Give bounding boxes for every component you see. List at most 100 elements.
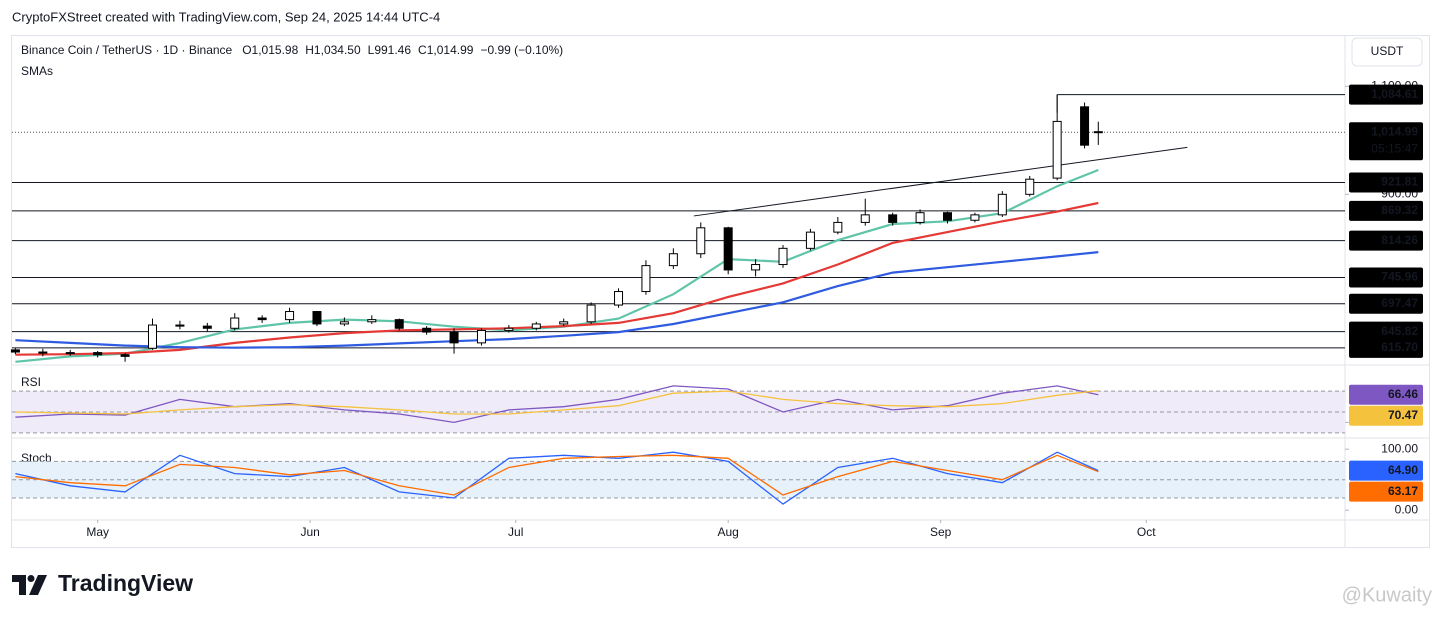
legend-ohlc: H1,034.50: [305, 43, 361, 57]
watermark: @Kuwaity: [1342, 584, 1432, 606]
candle-body: [833, 221, 843, 233]
legend-ohlc: L991.46: [368, 43, 412, 57]
candle-body: [339, 321, 349, 325]
header: CryptoFXStreet created with TradingView.…: [12, 9, 440, 24]
sma-line: [15, 251, 1099, 349]
candle-body: [367, 319, 377, 323]
sma-line: [15, 168, 1099, 363]
indicator-line: [15, 389, 1099, 415]
currency[interactable]: USDT: [1371, 44, 1404, 58]
candle-body: [65, 352, 75, 355]
candle-body: [476, 329, 486, 344]
x-tick-label: Sep: [930, 525, 952, 539]
x-tick-label: May: [86, 525, 109, 539]
candle-body: [751, 264, 761, 271]
level-label-bg: [1349, 230, 1423, 251]
candle-body: [38, 351, 48, 354]
last-price-bg: [1349, 122, 1423, 161]
indicator-value: 63.17: [1388, 484, 1418, 498]
legend-title: Binance Coin / TetherUS · 1D · Binance: [21, 43, 233, 57]
chart-frame: [11, 35, 1430, 548]
candle-body: [312, 311, 322, 325]
indicator-label: SMAs: [21, 64, 53, 78]
legend-ohlc: C1,014.99: [418, 43, 474, 57]
level-label-bg: [1349, 172, 1423, 193]
candle-body: [175, 324, 185, 327]
indicator-value-bg: [1349, 384, 1423, 405]
high-label-bg: [1349, 84, 1423, 105]
candle-body: [696, 227, 706, 255]
currency-button[interactable]: [1351, 37, 1423, 67]
x-tick-label: Jul: [508, 525, 523, 539]
level-label: 814.26: [1381, 233, 1418, 247]
indicator-value: 66.46: [1388, 387, 1418, 401]
indicator-value-bg: [1349, 405, 1423, 426]
logo: [12, 575, 47, 595]
candle-body: [805, 231, 815, 249]
candle-body: [147, 324, 157, 349]
candle-body: [257, 317, 267, 321]
indicator-line: [15, 451, 1099, 505]
candle-body: [915, 212, 925, 223]
indicator-value-bg: [1349, 460, 1423, 481]
level-label: 697.47: [1381, 296, 1418, 310]
candle-body: [614, 291, 624, 306]
logo-mark: [27, 575, 35, 582]
candle-body: [997, 193, 1007, 216]
level-label: 869.32: [1381, 203, 1418, 217]
legend-ohlc: −0.99 (−0.10%): [480, 43, 563, 57]
candle-body: [394, 319, 404, 329]
rsi-title: RSI: [21, 375, 41, 389]
candle-body: [778, 247, 788, 266]
level-label-bg: [1349, 321, 1423, 342]
candle-body: [10, 349, 20, 353]
candle-body: [1052, 120, 1062, 179]
x-tick-label: Oct: [1137, 525, 1156, 539]
y-tick-label: 0.00: [1395, 502, 1419, 516]
candle-body: [1025, 178, 1035, 195]
candle-body: [860, 214, 870, 223]
indicator-line: [15, 454, 1099, 496]
indicator-value-bg: [1349, 481, 1423, 502]
level-label: 745.96: [1381, 270, 1418, 284]
candle-body: [93, 352, 103, 356]
indicator-line: [15, 385, 1099, 424]
level-label: 921.81: [1381, 175, 1418, 189]
candle-body: [202, 325, 212, 329]
last-price-label: 1,014.99: [1371, 124, 1418, 138]
level-label-bg: [1349, 337, 1423, 358]
trendline: [693, 146, 1188, 217]
candle-body: [1080, 106, 1090, 146]
indicator-value: 70.47: [1388, 408, 1418, 422]
level-label-bg: [1349, 267, 1423, 288]
candle-body: [586, 304, 596, 323]
legend-ohlc: O1,015.98: [242, 43, 298, 57]
indicator-value: 64.90: [1388, 463, 1418, 477]
candle-body: [559, 321, 569, 325]
candle-body: [970, 214, 980, 221]
candle-body: [668, 253, 678, 267]
x-tick-label: Aug: [718, 525, 739, 539]
legend: Binance Coin / TetherUS · 1D · Binance O1…: [21, 43, 563, 57]
high-label: 1,084.61: [1371, 87, 1418, 101]
candle-body: [449, 331, 459, 344]
candle-body: [230, 317, 240, 329]
candle-body: [888, 214, 898, 223]
level-label: 615.70: [1381, 340, 1418, 354]
countdown: 05:15:47: [1371, 141, 1418, 155]
level-label-bg: [1349, 293, 1423, 314]
level-label-bg: [1349, 200, 1423, 221]
x-tick-label: Jun: [300, 525, 319, 539]
candle-body: [285, 311, 295, 321]
candle-body: [641, 265, 651, 293]
candle-body: [1093, 131, 1103, 134]
candle-body: [723, 227, 733, 271]
candle-body: [504, 327, 514, 331]
y-tick-label: 100.00: [1381, 441, 1418, 455]
level-label: 645.82: [1381, 324, 1418, 338]
logo-mark: [12, 575, 26, 595]
candle-body: [422, 327, 432, 333]
candle-body: [531, 323, 541, 329]
